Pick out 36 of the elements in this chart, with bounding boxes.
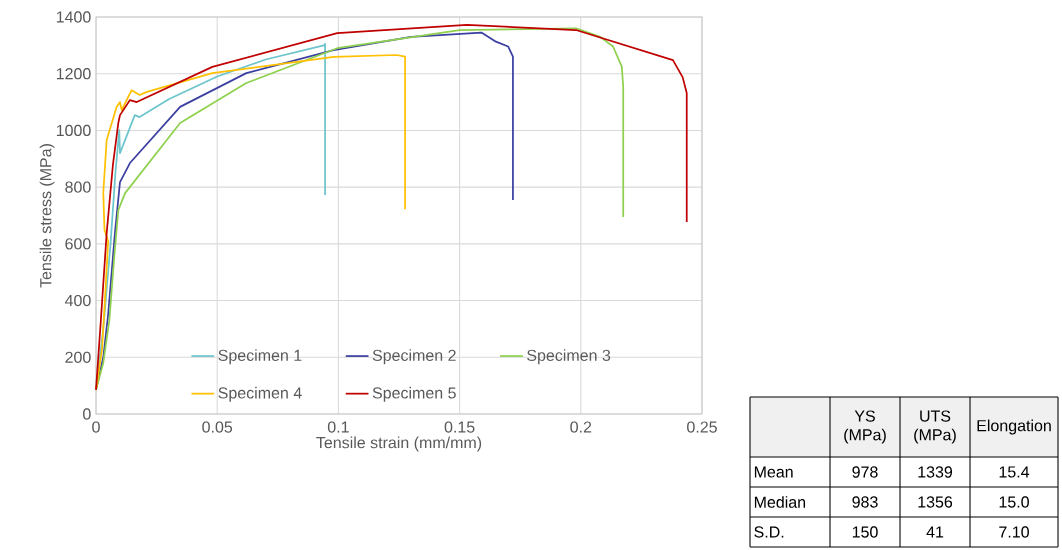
text: 15.4 — [999, 466, 1030, 478]
y-tick-label: 400 — [64, 294, 91, 307]
text: 15.0 — [999, 496, 1029, 508]
text: 1356 — [918, 496, 953, 508]
legend-label: Specimen 1 — [218, 349, 302, 365]
legend-label: Specimen 2 — [372, 349, 456, 365]
x-tick-label: 0.25 — [687, 421, 717, 433]
y-axis-title: Tensile stress (MPa) — [39, 144, 55, 288]
x-tick-label: 0.1 — [327, 421, 349, 433]
category-label: YS (MPa) — [844, 410, 886, 444]
y-tick-label: 0 — [83, 408, 91, 420]
x-tick-label: 0.15 — [444, 421, 475, 433]
category-label: Elongation — [977, 419, 1051, 435]
text: 978 — [852, 466, 878, 478]
y-tick-label: 1200 — [56, 68, 91, 80]
text: 41 — [926, 526, 944, 538]
y-tick-label: 1400 — [56, 11, 91, 23]
x-tick-label: 0 — [92, 421, 100, 433]
legend-label: Specimen 4 — [218, 386, 302, 402]
category-label: Median — [754, 496, 806, 508]
text: 983 — [852, 496, 878, 508]
category-label: S.D. — [754, 526, 784, 538]
text: 1339 — [918, 466, 953, 478]
text: 150 — [852, 526, 878, 538]
category-label: UTS (MPa) — [914, 410, 956, 444]
y-tick-label: 1000 — [56, 124, 91, 137]
x-tick-label: 0.2 — [570, 421, 592, 433]
text: 7.10 — [999, 526, 1029, 538]
y-tick-label: 800 — [65, 181, 91, 193]
x-axis-title: Tensile strain (mm/mm) — [316, 436, 482, 452]
legend-label: Specimen 5 — [372, 386, 456, 402]
category-label: Mean — [754, 466, 793, 478]
y-tick-label: 600 — [65, 238, 91, 250]
y-tick-label: 200 — [65, 351, 91, 363]
legend-label: Specimen 3 — [527, 349, 611, 365]
x-tick-label: 0.05 — [202, 421, 233, 433]
